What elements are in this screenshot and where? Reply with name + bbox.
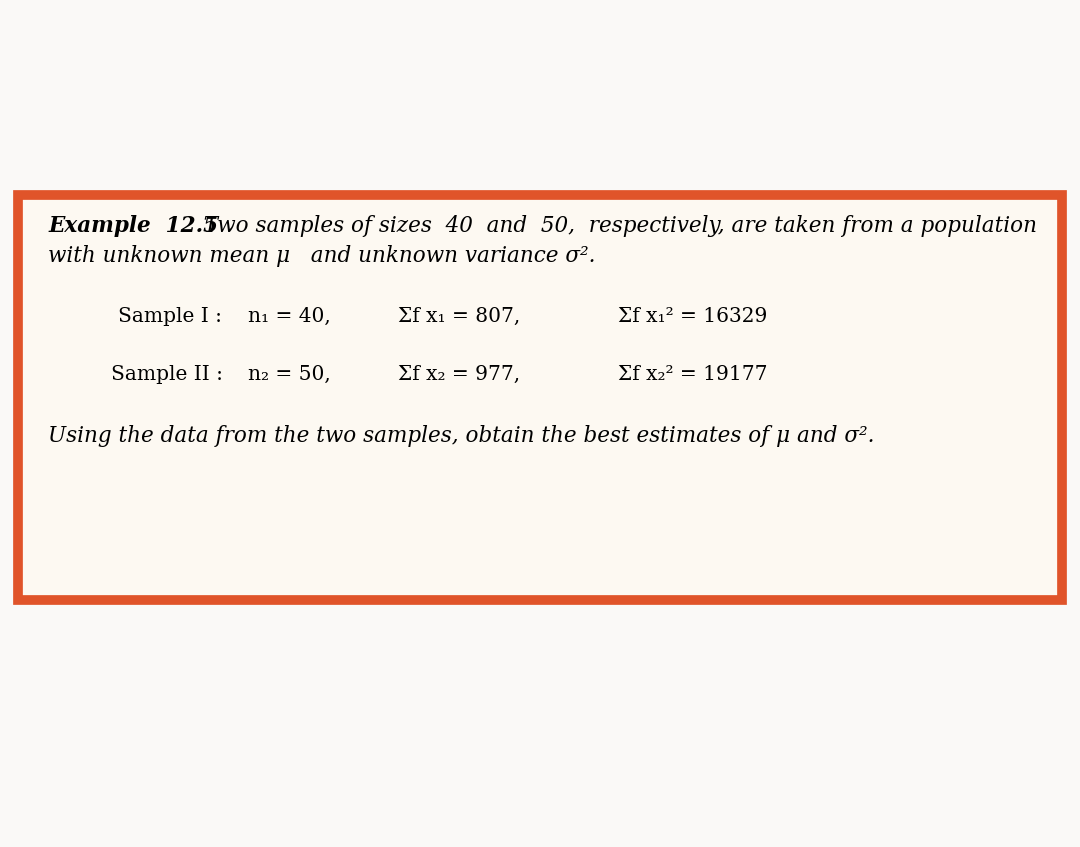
- Text: Σf x₁ = 807,: Σf x₁ = 807,: [399, 307, 521, 326]
- Text: Sample I :: Sample I :: [118, 307, 222, 326]
- Text: n₂ = 50,: n₂ = 50,: [248, 365, 330, 384]
- Text: n₁ = 40,: n₁ = 40,: [248, 307, 330, 326]
- Text: Example  12.5: Example 12.5: [48, 215, 218, 237]
- FancyBboxPatch shape: [18, 195, 1062, 600]
- Text: Sample II :: Sample II :: [111, 365, 222, 384]
- Text: Σf x₁² = 16329: Σf x₁² = 16329: [618, 307, 768, 326]
- Text: Using the data from the two samples, obtain the best estimates of μ and σ².: Using the data from the two samples, obt…: [48, 425, 875, 447]
- Text: Σf x₂² = 19177: Σf x₂² = 19177: [618, 365, 768, 384]
- Text: with unknown mean μ   and unknown variance σ².: with unknown mean μ and unknown variance…: [48, 245, 595, 267]
- Text: Two samples of sizes  40  and  50,  respectively, are taken from a population: Two samples of sizes 40 and 50, respecti…: [183, 215, 1037, 237]
- Text: Σf x₂ = 977,: Σf x₂ = 977,: [399, 365, 521, 384]
